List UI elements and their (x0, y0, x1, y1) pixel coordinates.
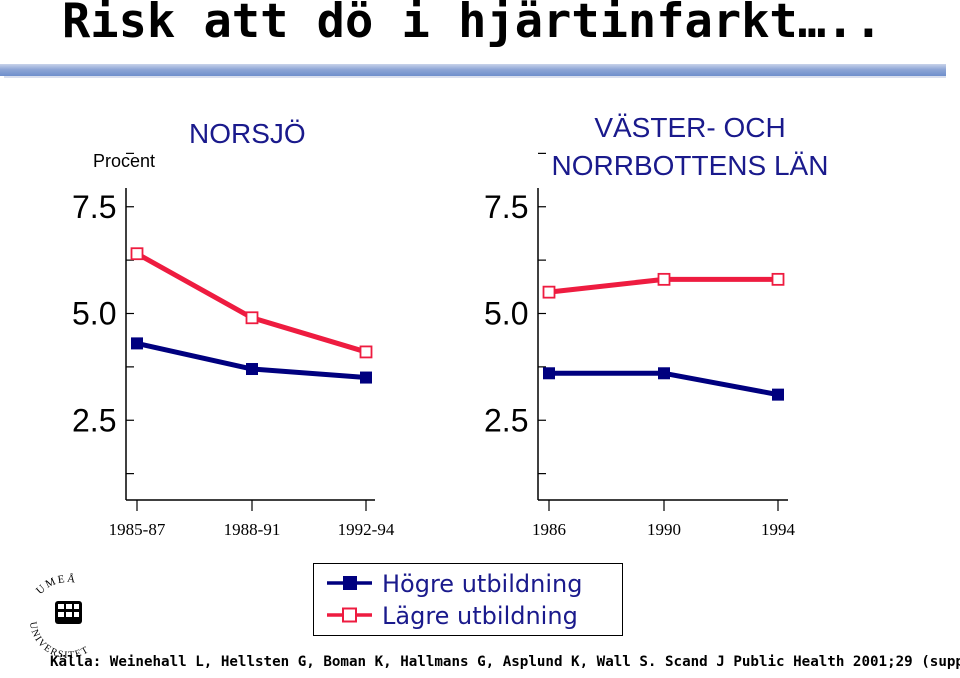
y-tick-label: 7.5 (72, 189, 116, 225)
data-point-hogre (543, 367, 555, 380)
y-tick-label: 7.5 (484, 189, 528, 225)
data-point-lagre (657, 272, 671, 286)
series-line-lagre (135, 251, 367, 355)
panel-title: NORSJÖ (189, 118, 306, 149)
panel-title-line: NORRBOTTENS LÄN (552, 150, 829, 181)
y-axis-label: Procent (93, 151, 155, 171)
x-tick-label: 1988-91 (224, 520, 281, 539)
page-title: Risk att dö i hjärtinfarkt….. (62, 0, 883, 49)
panel-title-line: VÄSTER- OCH (594, 112, 785, 143)
data-point-lagre (771, 272, 785, 286)
y-tick-label: 5.0 (72, 296, 116, 332)
legend-label: Högre utbildning (382, 570, 582, 598)
x-tick-label: 1985-87 (109, 520, 166, 539)
y-tick-label: 2.5 (484, 402, 528, 438)
data-point-hogre (658, 367, 670, 380)
data-point-hogre (246, 363, 258, 376)
data-point-lagre (245, 311, 259, 325)
title-rule-shadow (4, 76, 946, 78)
y-tick-label: 5.0 (484, 296, 528, 332)
svg-text:UMEÅ: UMEÅ (34, 573, 78, 597)
data-point-hogre (131, 337, 143, 350)
x-tick-label: 1992-94 (338, 520, 395, 539)
university-logo: UMEÅ UNIVERSITET (27, 573, 90, 660)
data-point-lagre (130, 247, 144, 261)
data-point-lagre (359, 345, 373, 359)
legend-label: Lägre utbildning (382, 602, 578, 630)
x-tick-label: 1986 (532, 520, 566, 539)
legend-marker-hogre (343, 576, 357, 590)
title-rule (0, 64, 946, 76)
x-tick-label: 1990 (647, 520, 681, 539)
data-point-hogre (772, 388, 784, 401)
legend (313, 563, 623, 636)
data-point-lagre (542, 285, 556, 299)
source-citation: Källa: Weinehall L, Hellsten G, Boman K,… (50, 654, 960, 670)
x-tick-label: 1994 (761, 520, 796, 539)
logo-emblem (55, 601, 82, 624)
legend-marker-lagre (342, 607, 357, 623)
y-tick-label: 2.5 (72, 402, 116, 438)
data-point-hogre (360, 371, 372, 384)
